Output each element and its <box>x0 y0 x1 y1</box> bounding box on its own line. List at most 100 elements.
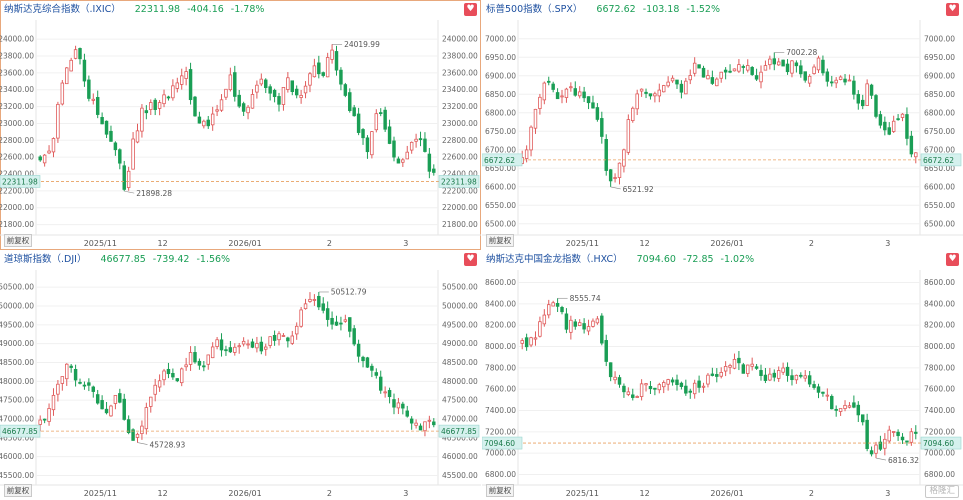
index-name: 纳斯达克综合指数（.IXIC） <box>4 4 121 15</box>
y-tick-label-left: 6500.00 <box>485 219 516 228</box>
candle-body <box>710 373 715 376</box>
candle <box>308 292 312 303</box>
candle <box>87 75 91 102</box>
chart-panel-spx[interactable]: 6500.00 6500.00 6550.00 6550.00 6600.00 6600.… <box>482 0 963 250</box>
candle <box>891 431 896 437</box>
candle <box>321 71 325 78</box>
candle <box>600 313 604 346</box>
candle <box>639 379 644 401</box>
candle-body <box>790 60 794 74</box>
candle-body <box>684 385 688 394</box>
candle-body <box>184 71 188 79</box>
candle-body <box>759 370 763 376</box>
candle-body <box>131 429 135 441</box>
y-tick-label-left: 6800.00 <box>485 108 516 117</box>
candle-body <box>728 70 732 73</box>
candle <box>118 148 122 170</box>
svg-text:22311.98: 22311.98 <box>2 177 38 186</box>
candle-body <box>414 422 418 426</box>
candle <box>644 88 648 99</box>
candle <box>215 336 219 350</box>
candle <box>197 358 202 370</box>
chart-panel-dji[interactable]: 45500.00 45500.00 46000.00 46000.00 46500.00… <box>0 250 481 500</box>
candle <box>202 119 206 129</box>
heart-icon[interactable]: ♥ <box>464 3 477 16</box>
chart-panel-ixic[interactable]: 21800.00 21800.00 22000.00 22000.00 22200.00… <box>0 0 481 250</box>
candle-body <box>591 102 595 109</box>
candle <box>104 401 109 415</box>
candle-body <box>100 117 104 125</box>
candle-body <box>613 376 617 381</box>
candle-body <box>241 103 246 112</box>
candle <box>878 110 883 129</box>
candle-body <box>348 92 352 111</box>
heart-icon[interactable]: ♥ <box>464 253 477 266</box>
candle-body <box>432 421 436 426</box>
y-tick-label-right: 6650.00 <box>924 164 955 173</box>
candle <box>348 88 352 113</box>
x-tick-label: 12 <box>158 489 168 498</box>
candle-body <box>175 82 180 89</box>
candle-body <box>661 85 666 93</box>
y-tick-label-left: 23800.00 <box>0 52 34 61</box>
candle-body <box>847 79 852 82</box>
candle-body <box>405 410 409 417</box>
y-tick-label-right: 6500.00 <box>924 219 955 228</box>
y-tick-label-right: 46000.00 <box>442 452 478 461</box>
adjust-button[interactable]: 前复权 <box>4 234 32 247</box>
candle-body <box>874 95 878 117</box>
candle-body <box>166 96 171 99</box>
y-tick-label-right: 8000.00 <box>924 342 955 351</box>
candle-body <box>299 309 303 327</box>
candle-body <box>692 382 697 395</box>
candle-body <box>825 71 830 82</box>
candle-body <box>896 431 900 437</box>
adjust-button[interactable]: 前复权 <box>486 234 514 247</box>
index-change: -739.42 <box>152 254 190 265</box>
candle-body <box>374 372 379 376</box>
candle <box>560 305 564 315</box>
candle-body <box>348 317 352 332</box>
candle <box>723 67 728 80</box>
candle-body <box>104 408 109 414</box>
candle-body <box>666 81 670 87</box>
candle-body <box>224 349 228 352</box>
chart-panel-hxc[interactable]: 6800.00 6800.00 7000.00 7000.00 7200.00 7200.… <box>482 250 963 500</box>
candle-body <box>639 383 644 397</box>
candle <box>613 173 617 183</box>
y-tick-label-right: 6950.00 <box>924 53 955 62</box>
candle <box>551 81 555 93</box>
candle <box>648 381 653 394</box>
candle-body <box>87 382 91 386</box>
candle-body <box>582 323 586 330</box>
candle-body <box>197 116 202 124</box>
heart-icon[interactable]: ♥ <box>946 3 959 16</box>
candle <box>140 104 144 138</box>
candle <box>215 104 219 117</box>
candle-body <box>887 429 891 442</box>
index-change: -72.85 <box>682 254 714 265</box>
candle <box>763 368 768 384</box>
candle-body <box>750 67 754 75</box>
adjust-button[interactable]: 前复权 <box>4 484 32 497</box>
candle-body <box>149 102 153 110</box>
candle <box>679 381 684 390</box>
candlestick-chart-dji: 45500.00 45500.00 46000.00 46000.00 46500.00… <box>0 270 481 498</box>
x-tick-label: 2025/11 <box>84 489 117 498</box>
candle <box>206 115 210 129</box>
y-tick-label-right: 8200.00 <box>924 321 955 330</box>
candle-body <box>692 62 697 74</box>
heart-icon[interactable]: ♥ <box>946 253 959 266</box>
candle-body <box>644 383 648 386</box>
y-tick-label-left: 22200.00 <box>0 186 34 195</box>
candle <box>781 59 785 67</box>
index-change-pct: -1.02% <box>720 254 755 265</box>
high-annotation: 7002.28 <box>786 48 817 57</box>
y-tick-label-right: 23400.00 <box>442 85 478 94</box>
candle-body <box>414 138 418 142</box>
candle <box>42 154 47 167</box>
y-tick-label-right: 50000.00 <box>442 302 478 311</box>
adjust-button[interactable]: 前复权 <box>486 484 514 497</box>
candle-body <box>100 400 104 410</box>
candle-body <box>427 153 432 172</box>
